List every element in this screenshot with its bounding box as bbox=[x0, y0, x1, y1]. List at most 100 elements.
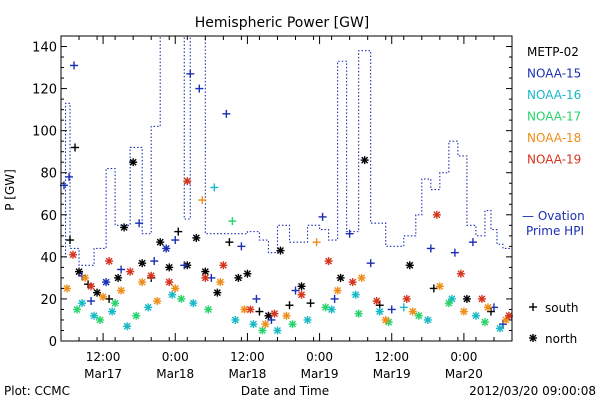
point-noaa-16-14 bbox=[375, 307, 384, 316]
y-tick-label-20: 20 bbox=[40, 293, 57, 308]
footer-plot-credit: Plot: CCMC bbox=[4, 384, 70, 398]
point-noaa-18-17-d2 bbox=[436, 282, 444, 290]
point-noaa-19-18 bbox=[477, 294, 486, 303]
point-noaa-17-12-d2 bbox=[415, 312, 423, 320]
point-noaa-18-0 bbox=[63, 284, 72, 293]
ovation-hpi-line bbox=[61, 35, 512, 266]
point-noaa-19-14-d2 bbox=[373, 297, 381, 305]
point-noaa-15-27 bbox=[468, 238, 477, 247]
point-noaa-19-16 bbox=[432, 210, 441, 219]
point-metp-02-19 bbox=[234, 273, 243, 282]
point-noaa-18-20 bbox=[501, 315, 510, 324]
point-noaa-16-1-d2 bbox=[90, 312, 98, 320]
point-noaa-17-8-d2 bbox=[289, 320, 297, 328]
point-noaa-17-2 bbox=[111, 299, 120, 308]
point-noaa-18-2 bbox=[99, 292, 108, 301]
point-noaa-17-14-d2 bbox=[481, 318, 489, 326]
point-noaa-19-4-d2 bbox=[147, 272, 155, 280]
point-noaa-16-12-d2 bbox=[328, 305, 336, 313]
point-metp-02-30 bbox=[405, 261, 414, 270]
x-tick-date-0: Mar17 bbox=[84, 367, 122, 381]
point-metp-02-1 bbox=[71, 143, 80, 152]
point-metp-02-25-d2 bbox=[298, 282, 306, 290]
legend-noaa-17: NOAA-17 bbox=[527, 110, 581, 124]
x-axis-label: Date and Time bbox=[241, 384, 329, 398]
point-noaa-19-17-d2 bbox=[457, 270, 465, 278]
point-noaa-15-20 bbox=[318, 212, 327, 221]
point-noaa-17-8 bbox=[288, 320, 297, 329]
point-noaa-19-11 bbox=[297, 290, 306, 299]
point-noaa-15-10 bbox=[171, 236, 180, 245]
point-noaa-18-1-d2 bbox=[81, 274, 89, 282]
point-metp-02-28-d2 bbox=[361, 156, 369, 164]
point-noaa-16-6-d2 bbox=[189, 299, 197, 307]
point-noaa-19-17 bbox=[456, 269, 465, 278]
point-noaa-18-11-d2 bbox=[283, 312, 290, 320]
point-metp-02-2 bbox=[75, 267, 84, 276]
point-noaa-16-13 bbox=[351, 290, 360, 299]
point-noaa-19-18-d2 bbox=[478, 295, 486, 303]
point-noaa-15-12 bbox=[186, 69, 195, 78]
point-noaa-16-10 bbox=[273, 326, 282, 335]
point-noaa-16-6 bbox=[189, 299, 198, 308]
point-noaa-17-14 bbox=[480, 318, 489, 327]
point-metp-02-23 bbox=[276, 246, 285, 255]
legend-noaa-19: NOAA-19 bbox=[527, 153, 581, 167]
point-metp-02-22 bbox=[264, 311, 273, 320]
point-noaa-17-1 bbox=[96, 315, 105, 324]
point-noaa-16-3-d2 bbox=[123, 322, 131, 330]
point-noaa-18-1 bbox=[81, 273, 90, 282]
point-noaa-18-15 bbox=[381, 315, 390, 324]
point-noaa-18-8-d2 bbox=[216, 278, 224, 286]
point-metp-02-20 bbox=[243, 269, 252, 278]
y-tick-label-0: 0 bbox=[49, 335, 57, 350]
point-noaa-17-2-d2 bbox=[111, 299, 119, 307]
point-noaa-17-4 bbox=[177, 294, 186, 303]
point-noaa-17-6 bbox=[228, 217, 237, 226]
point-noaa-15-17 bbox=[252, 294, 261, 303]
point-noaa-18-7 bbox=[198, 196, 207, 205]
point-metp-02-21 bbox=[255, 307, 264, 316]
point-noaa-15-4 bbox=[87, 297, 96, 306]
point-noaa-16-16-d2 bbox=[424, 316, 432, 324]
point-noaa-17-12 bbox=[414, 311, 423, 320]
point-noaa-18-13 bbox=[333, 286, 342, 295]
point-noaa-15-6 bbox=[117, 265, 126, 274]
point-noaa-18-5 bbox=[153, 297, 162, 306]
y-tick-label-120: 120 bbox=[32, 83, 57, 98]
point-noaa-16-4 bbox=[144, 303, 153, 312]
axes: 0 20 40 60 80 100 120 140 12:00 Mar17 0:00 Mar18 12:… bbox=[32, 35, 513, 381]
point-noaa-18-6-d2 bbox=[171, 284, 179, 292]
point-metp-02-12 bbox=[165, 263, 174, 272]
point-noaa-17-13-d2 bbox=[445, 299, 453, 307]
series-metp-02 bbox=[66, 143, 495, 320]
footer-timestamp: 2012/03/20 09:00:08 bbox=[469, 384, 596, 398]
point-noaa-16-5 bbox=[168, 290, 177, 299]
point-noaa-19-11-d2 bbox=[298, 291, 306, 299]
point-metp-02-27-d2 bbox=[337, 274, 345, 282]
point-noaa-16-0-d2 bbox=[78, 299, 86, 307]
point-metp-02-15-d2 bbox=[192, 234, 200, 242]
series-noaa-19 bbox=[69, 177, 513, 320]
point-noaa-16-11-d2 bbox=[304, 316, 312, 324]
point-metp-02-24 bbox=[285, 301, 294, 310]
point-noaa-16-18 bbox=[471, 311, 480, 320]
point-noaa-15-21 bbox=[330, 294, 339, 303]
point-noaa-18-12 bbox=[312, 238, 321, 247]
y-tick-label-60: 60 bbox=[40, 209, 57, 224]
x-tick-date-3: Mar19 bbox=[301, 367, 339, 381]
point-noaa-15-26 bbox=[450, 248, 459, 257]
point-metp-02-30-d2 bbox=[406, 261, 414, 269]
point-noaa-18-9-d2 bbox=[240, 305, 248, 313]
point-noaa-16-19 bbox=[495, 324, 504, 333]
point-noaa-16-16 bbox=[423, 315, 432, 324]
point-noaa-18-5-d2 bbox=[153, 297, 161, 305]
point-noaa-19-2-d2 bbox=[105, 257, 113, 265]
point-noaa-16-8 bbox=[231, 315, 240, 324]
point-noaa-19-2 bbox=[105, 257, 114, 266]
point-metp-02-9-d2 bbox=[138, 259, 146, 267]
point-noaa-19-10 bbox=[270, 309, 279, 318]
chart-title: Hemispheric Power [GW] bbox=[195, 15, 370, 31]
point-metp-02-31 bbox=[429, 284, 438, 293]
point-noaa-18-15-d2 bbox=[382, 316, 390, 324]
